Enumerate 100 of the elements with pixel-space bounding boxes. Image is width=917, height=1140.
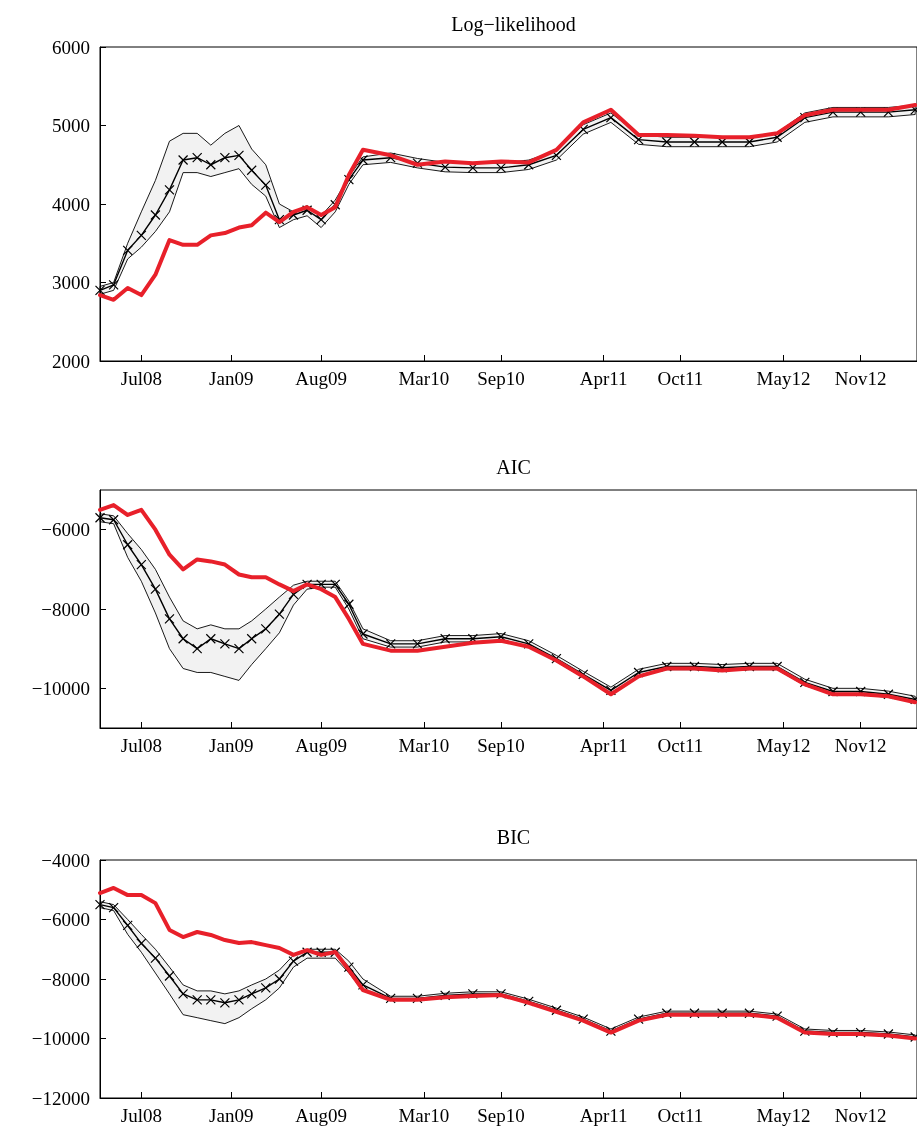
point — [301, 947, 313, 958]
x-tick-label: Jan09 — [209, 735, 254, 756]
point — [689, 136, 700, 148]
point — [855, 1027, 866, 1038]
point — [136, 230, 147, 241]
point — [178, 988, 189, 999]
point — [316, 947, 327, 958]
x-tick-label: Jan09 — [209, 1105, 254, 1126]
point — [164, 184, 175, 195]
point — [136, 559, 147, 570]
x-tick-label: Jul08 — [120, 1105, 162, 1126]
point — [233, 150, 245, 161]
y-tick-label: −8000 — [41, 598, 90, 620]
y-tick-label: 5000 — [52, 115, 90, 136]
y-tick-label: 2000 — [52, 350, 90, 372]
point — [385, 638, 396, 650]
x-tick-label: Jan09 — [209, 368, 254, 389]
point — [412, 993, 423, 1004]
point — [551, 150, 562, 161]
point — [178, 154, 189, 166]
x-tick-label: Oct11 — [657, 1105, 704, 1126]
point — [605, 112, 617, 123]
x-tick-label: May12 — [756, 1105, 811, 1126]
x-tick-label: Apr11 — [579, 735, 628, 756]
x-tick-label: Mar10 — [398, 1105, 450, 1126]
point — [301, 579, 313, 590]
point — [799, 1025, 810, 1037]
point — [122, 245, 133, 256]
x-tick-label: Aug09 — [295, 1105, 348, 1126]
point — [233, 643, 245, 654]
point — [330, 579, 341, 590]
point — [150, 584, 161, 595]
x-tick-label: Jul08 — [120, 735, 162, 756]
point — [744, 1008, 755, 1019]
point — [219, 152, 230, 163]
point — [94, 285, 106, 296]
point — [343, 599, 354, 610]
x-tick-label: Oct11 — [657, 735, 704, 756]
point — [578, 124, 589, 135]
point — [108, 902, 119, 913]
x-tick-label: May12 — [756, 735, 811, 756]
point — [219, 638, 230, 650]
point — [316, 214, 327, 225]
point — [260, 180, 271, 191]
point — [150, 209, 161, 221]
point — [412, 638, 423, 650]
point — [717, 1008, 728, 1019]
point — [288, 209, 299, 221]
point — [205, 159, 216, 170]
point — [192, 152, 203, 163]
point — [122, 920, 133, 931]
point — [108, 514, 119, 525]
point — [94, 512, 106, 523]
point — [288, 956, 299, 967]
y-tick-label: −10000 — [31, 677, 90, 699]
point — [357, 979, 369, 991]
point — [274, 609, 285, 620]
x-tick-label: Aug09 — [295, 735, 348, 756]
point — [827, 1027, 839, 1038]
x-tick-label: Oct11 — [657, 368, 704, 389]
point — [136, 938, 147, 949]
point — [94, 899, 106, 910]
point — [108, 279, 119, 290]
point — [150, 953, 161, 964]
point — [260, 982, 271, 994]
point — [883, 1028, 894, 1040]
point — [274, 214, 285, 225]
point — [192, 643, 203, 654]
y-tick-label: 6000 — [52, 36, 90, 58]
x-tick-label: Mar10 — [398, 368, 450, 389]
point — [412, 158, 423, 169]
chart-title: BIC — [496, 826, 531, 848]
point — [357, 628, 369, 640]
point — [192, 994, 203, 1005]
point — [385, 152, 396, 163]
point — [772, 132, 783, 143]
x-tick-label: Sep10 — [477, 735, 525, 756]
point — [316, 579, 327, 590]
y-tick-label: 4000 — [52, 193, 90, 215]
x-tick-label: Aug09 — [295, 368, 348, 389]
y-tick-label: −12000 — [31, 1087, 90, 1109]
x-tick-label: Mar10 — [398, 735, 450, 756]
y-tick-label: −6000 — [41, 519, 90, 541]
point — [689, 1008, 700, 1019]
point — [246, 165, 257, 176]
point — [233, 994, 245, 1005]
point — [122, 539, 133, 550]
x-tick-label: Sep10 — [477, 1105, 525, 1126]
point — [246, 633, 257, 644]
point — [440, 162, 451, 173]
point — [495, 162, 507, 173]
y-tick-label: −6000 — [41, 909, 90, 930]
point — [605, 685, 617, 696]
point — [246, 988, 257, 999]
point — [219, 997, 230, 1008]
y-tick-label: 3000 — [52, 272, 90, 293]
point — [164, 970, 175, 982]
point — [385, 993, 396, 1004]
x-tick-label: Apr11 — [579, 368, 628, 389]
y-tick-label: −8000 — [41, 968, 90, 990]
